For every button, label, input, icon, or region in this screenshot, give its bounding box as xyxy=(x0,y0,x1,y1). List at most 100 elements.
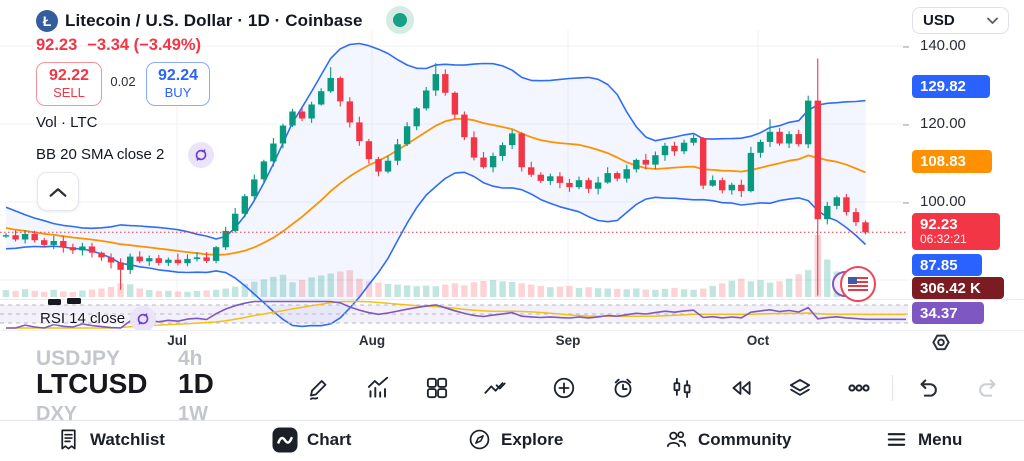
object-tree-button[interactable] xyxy=(786,374,814,402)
chart-type-button[interactable] xyxy=(668,374,696,402)
hamburger-menu-icon xyxy=(887,433,906,446)
spread-value: 0.02 xyxy=(110,74,136,89)
rsi-indicator-label[interactable]: RSI 14 close xyxy=(40,310,126,327)
time-axis-label: Jul xyxy=(167,333,187,348)
chevron-down-icon xyxy=(987,17,998,24)
watchlist-icon xyxy=(61,429,76,450)
clipped-label-artifact xyxy=(67,298,81,304)
price-axis-tick xyxy=(903,124,909,126)
wheel-symbol: DXY xyxy=(36,403,78,420)
rsi-badge: 34.37 xyxy=(912,302,984,324)
currency-value: USD xyxy=(923,12,955,29)
more-options-button[interactable] xyxy=(845,374,873,402)
bb-indicator-label[interactable]: BB 20 SMA close 2 xyxy=(36,146,165,163)
bb-lower-badge: 87.85 xyxy=(912,254,982,276)
nav-explore[interactable]: Explore xyxy=(467,427,563,452)
ellipsis-icon xyxy=(848,384,870,392)
nav-label: Explore xyxy=(501,429,564,449)
chart-icon xyxy=(272,427,298,453)
collapse-header-button[interactable] xyxy=(37,172,79,211)
price-change: −3.34 (−3.49%) xyxy=(87,36,202,54)
gear-icon xyxy=(932,334,950,351)
last-price-row: 92.23 −3.34 (−3.49%) xyxy=(36,36,201,55)
time-axis-label: Aug xyxy=(358,333,386,348)
candlestick-icon xyxy=(673,377,691,399)
buy-label: BUY xyxy=(164,84,192,100)
bottom-navigation: Watchlist Chart Explore Community xyxy=(0,420,1024,461)
nav-community[interactable]: Community xyxy=(664,427,792,452)
sell-label: SELL xyxy=(53,84,85,100)
price-axis-tick xyxy=(903,46,909,48)
rsi-pane-separator xyxy=(0,299,1024,300)
symbol-timeframe-wheel: USDJPY 4h LTCUSD 1D DXY 1W xyxy=(36,350,276,420)
litecoin-logo: Ł xyxy=(36,10,58,32)
last-price-badge: 92.23 06:32:21 xyxy=(912,213,1000,250)
buy-button[interactable]: 92.24 BUY xyxy=(146,62,210,106)
price-axis-tick xyxy=(903,202,909,204)
bb-upper-badge: 129.82 xyxy=(912,75,990,98)
redo-button[interactable] xyxy=(974,374,1002,402)
volume-badge: 306.42 K xyxy=(912,277,1004,299)
plus-circle-icon xyxy=(553,377,575,399)
alert-button[interactable] xyxy=(609,374,637,402)
bb-basis-badge: 108.83 xyxy=(912,150,992,173)
pencil-icon xyxy=(310,380,327,400)
chart-settings-button[interactable] xyxy=(927,330,955,358)
add-button[interactable] xyxy=(550,374,578,402)
currency-selector[interactable]: USD xyxy=(912,7,1009,34)
undo-icon xyxy=(920,379,937,397)
volume-indicator-label[interactable]: Vol · LTC xyxy=(36,114,98,131)
last-price: 92.23 xyxy=(36,36,78,54)
indicators-button[interactable] xyxy=(364,374,392,402)
nav-label: Community xyxy=(698,429,792,449)
rsi-refresh-icon[interactable] xyxy=(130,306,156,330)
indicators-icon xyxy=(367,376,389,398)
undo-button[interactable] xyxy=(914,374,942,402)
time-axis-label: Sep xyxy=(555,333,581,348)
symbol-title[interactable]: Litecoin / U.S. Dollar · 1D · Coinbase xyxy=(65,11,363,30)
wheel-symbol: LTCUSD xyxy=(36,368,148,399)
rewind-icon xyxy=(732,381,751,395)
bb-refresh-icon[interactable] xyxy=(188,142,214,168)
compare-button[interactable] xyxy=(481,374,509,402)
wheel-item-usdjpy[interactable]: USDJPY 4h xyxy=(36,350,203,371)
market-status-dot xyxy=(393,13,407,27)
us-economic-event-icon[interactable] xyxy=(840,266,876,302)
price-chart[interactable] xyxy=(0,30,908,330)
wheel-symbol: USDJPY xyxy=(36,350,121,370)
layers-icon xyxy=(789,379,811,396)
sell-price: 92.22 xyxy=(48,67,90,85)
last-price-badge-value: 92.23 xyxy=(920,215,958,233)
draw-tool-button[interactable] xyxy=(305,374,333,402)
us-flag-icon xyxy=(848,277,868,291)
nav-menu[interactable]: Menu xyxy=(884,427,962,452)
wheel-item-ltcusd[interactable]: LTCUSD 1D xyxy=(36,368,214,400)
time-axis-separator xyxy=(0,330,1024,331)
clipped-label-artifact xyxy=(48,299,61,305)
nav-watchlist[interactable]: Watchlist xyxy=(56,427,165,452)
time-axis-label: Oct xyxy=(746,333,770,348)
wheel-timeframe: 1D xyxy=(178,368,214,399)
toolbar-divider xyxy=(892,375,893,401)
buy-price: 92.24 xyxy=(157,67,199,85)
nav-label: Menu xyxy=(918,429,963,449)
price-axis-label: 140.00 xyxy=(920,37,966,54)
compass-icon xyxy=(469,429,490,450)
grid-layout-icon xyxy=(426,377,448,399)
alarm-clock-icon xyxy=(614,378,632,398)
price-axis-label: 100.00 xyxy=(920,193,966,210)
replay-button[interactable] xyxy=(727,374,755,402)
nav-label: Watchlist xyxy=(90,429,165,449)
chevron-up-icon xyxy=(49,187,67,197)
rsi-pane-overlay: RSI 14 close xyxy=(0,300,908,330)
sell-button[interactable]: 92.22 SELL xyxy=(36,62,102,106)
wheel-timeframe: 4h xyxy=(178,350,203,370)
price-axis-label: 120.00 xyxy=(920,115,966,132)
wheel-item-dxy[interactable]: DXY 1W xyxy=(36,403,208,420)
nav-label: Chart xyxy=(307,430,352,449)
bar-countdown: 06:32:21 xyxy=(920,232,967,247)
compare-icon xyxy=(484,382,506,394)
layouts-button[interactable] xyxy=(423,374,451,402)
nav-chart[interactable]: Chart xyxy=(272,427,351,453)
